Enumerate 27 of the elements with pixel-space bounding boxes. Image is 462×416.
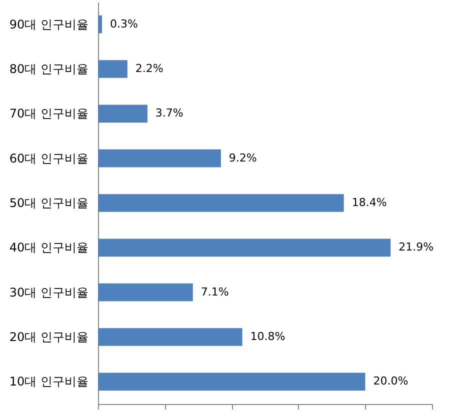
bar (98, 60, 128, 78)
y-tick-label: 90대 인구비율 (9, 17, 88, 32)
bar (98, 238, 391, 257)
data-label: 10.8% (250, 330, 286, 343)
y-tick-label: 10대 인구비율 (9, 374, 88, 389)
y-tick-label: 70대 인구비율 (9, 106, 88, 121)
data-label: 20.0% (373, 374, 408, 388)
bar (98, 15, 102, 34)
data-label: 2.2% (135, 62, 164, 75)
data-label: 9.2% (228, 151, 257, 164)
bar (98, 283, 193, 302)
y-tick-label: 40대 인구비율 (9, 240, 88, 255)
y-tick-label: 50대 인구비율 (9, 196, 88, 210)
bar (98, 149, 221, 168)
y-tick-label: 20대 인구비율 (9, 330, 88, 344)
data-label: 18.4% (352, 196, 387, 209)
data-label: 3.7% (155, 106, 184, 120)
bar (98, 372, 366, 391)
bar (98, 194, 344, 212)
y-tick-label: 60대 인구비율 (9, 151, 88, 166)
data-label: 0.3% (110, 17, 138, 30)
bar (98, 104, 148, 123)
bar (98, 328, 242, 346)
y-tick-label: 30대 인구비율 (9, 285, 88, 300)
data-label: 7.1% (200, 285, 229, 298)
data-label: 21.9% (398, 240, 434, 254)
y-tick-label: 80대 인구비율 (9, 62, 88, 76)
